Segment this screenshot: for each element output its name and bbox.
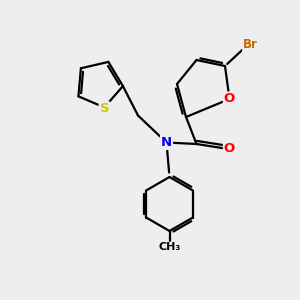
Text: N: N — [161, 136, 172, 149]
Text: O: O — [224, 142, 235, 155]
Text: CH₃: CH₃ — [158, 242, 181, 253]
Text: O: O — [224, 92, 235, 106]
Text: Br: Br — [243, 38, 258, 52]
Text: S: S — [100, 102, 109, 116]
